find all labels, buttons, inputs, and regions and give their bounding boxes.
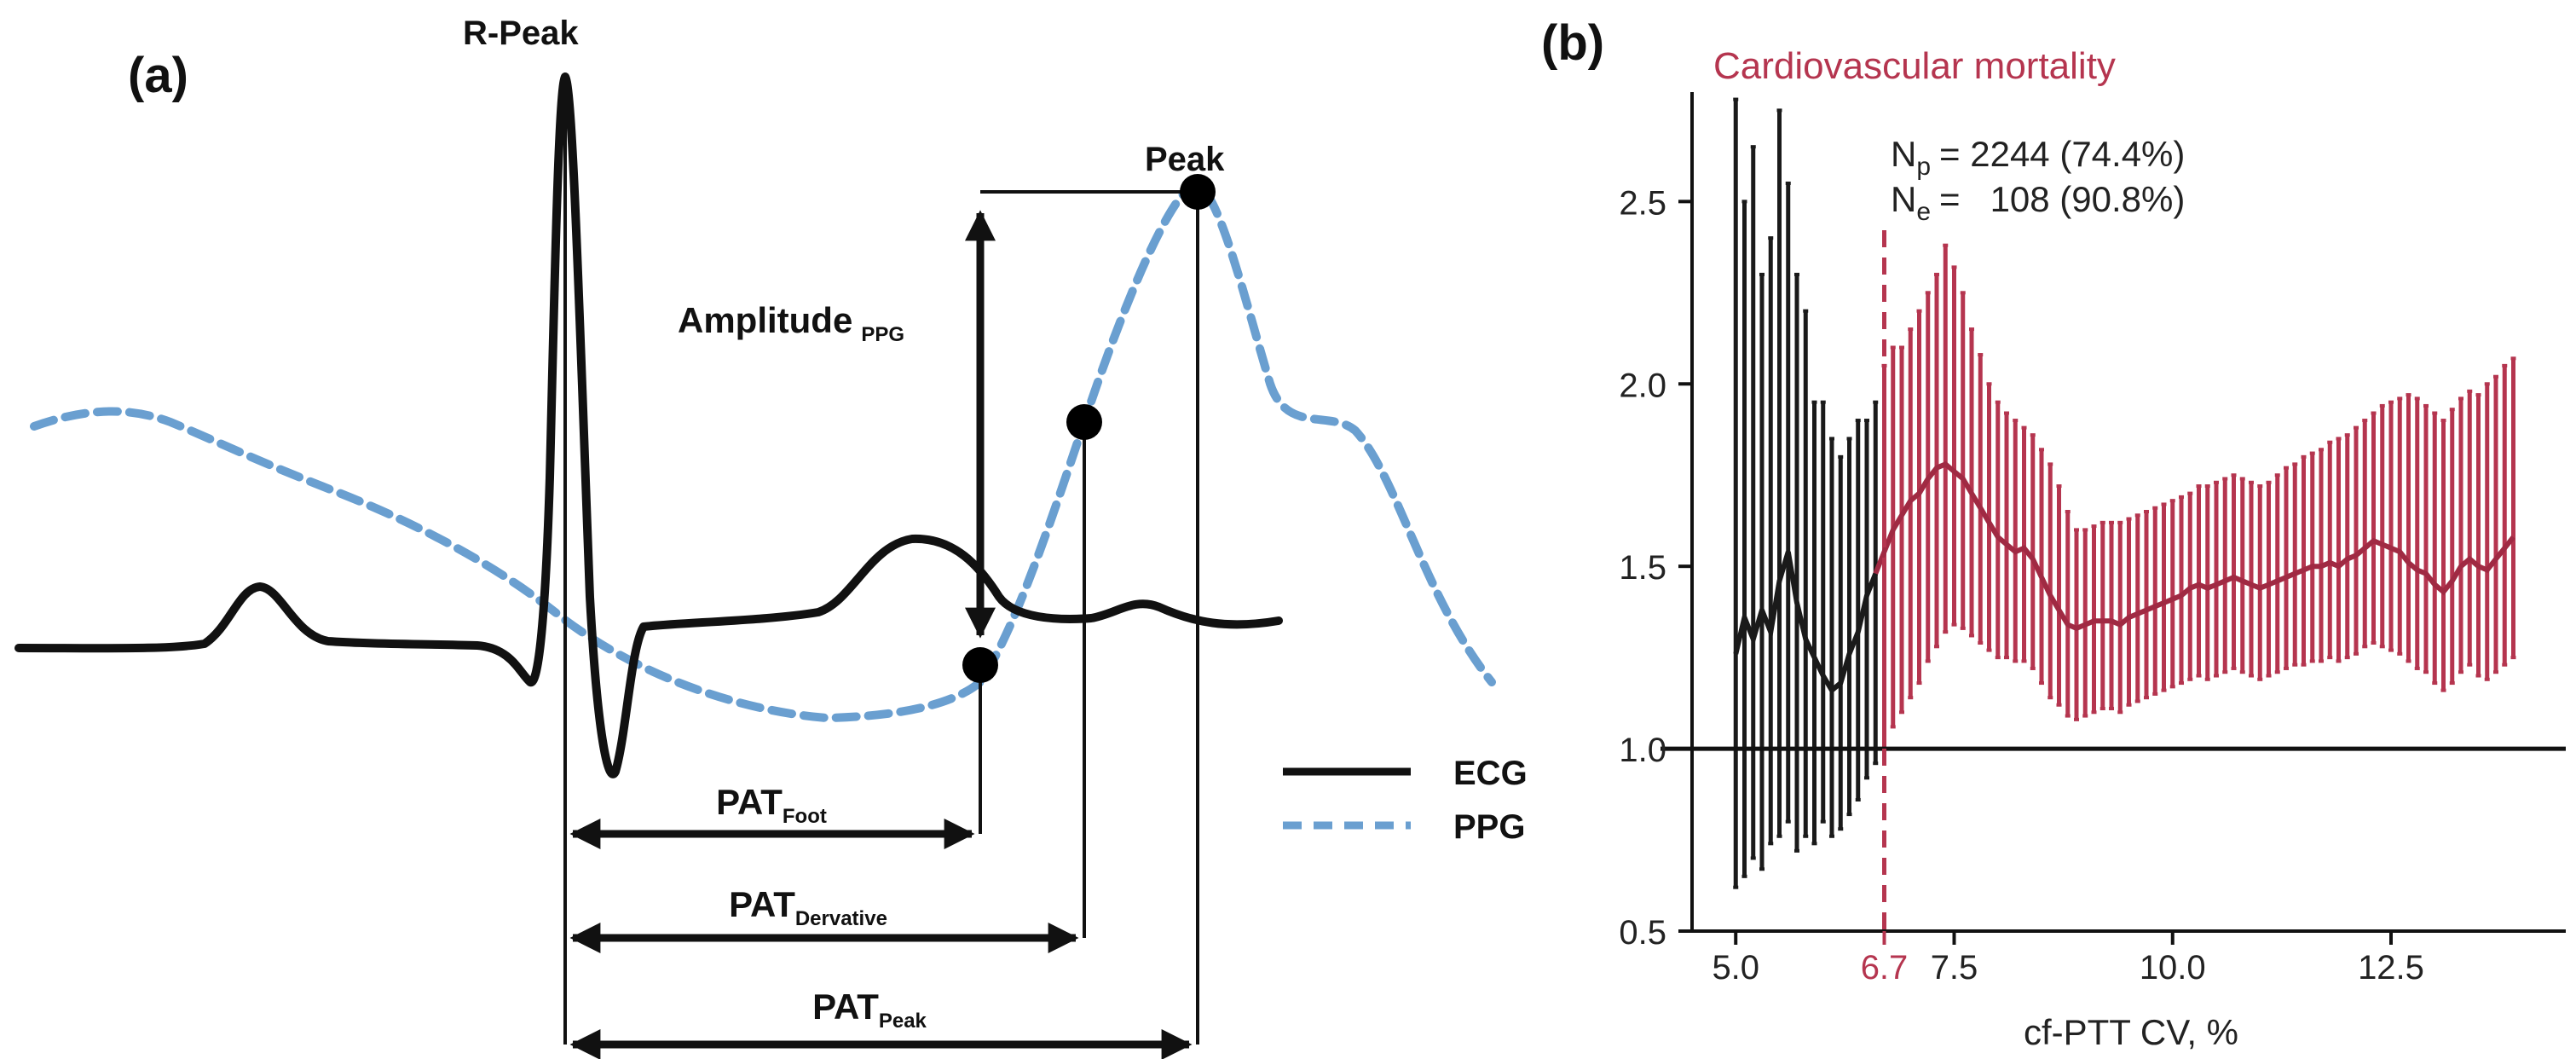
pat-derivative-label: PATDervative bbox=[729, 884, 887, 930]
amplitude-label: Amplitude PPG bbox=[678, 300, 904, 346]
threshold-tick-label: 6.7 bbox=[1861, 949, 1909, 987]
r-peak-label: R-Peak bbox=[463, 14, 579, 52]
y-ticks: 0.5 1.0 1.5 2.0 2.5 bbox=[1619, 184, 1692, 952]
x-ticks: 5.0 7.5 10.0 12.5 bbox=[1712, 931, 2424, 987]
chart-area: 0.5 1.0 1.5 2.0 2.5 5.0 7.5 10.0 12.5 6.7 cf-PT… bbox=[1619, 92, 2566, 1052]
estimate-line-below-threshold bbox=[1733, 551, 1879, 695]
annotation-ne: Ne = 108 (90.8%) bbox=[1891, 179, 2185, 226]
derivative-point bbox=[1066, 404, 1102, 440]
legend-ppg-label: PPG bbox=[1453, 808, 1525, 846]
x-tick-label: 7.5 bbox=[1931, 949, 1978, 987]
panel-b: (b) Cardiovascular mortality 0.5 1.0 1.5 2.… bbox=[1541, 15, 2566, 1052]
x-tick-label: 5.0 bbox=[1712, 949, 1759, 987]
y-tick-label: 2.0 bbox=[1619, 367, 1666, 404]
pat-foot-label: PATFoot bbox=[716, 782, 827, 828]
x-tick-label: 10.0 bbox=[2140, 949, 2206, 987]
annotation-np: Np = 2244 (74.4%) bbox=[1891, 134, 2185, 181]
panel-a-label: (a) bbox=[128, 48, 188, 103]
x-axis-label: cf-PTT CV, % bbox=[2024, 1012, 2238, 1052]
legend-ecg-label: ECG bbox=[1453, 755, 1528, 792]
y-tick-label: 2.5 bbox=[1619, 184, 1666, 222]
y-tick-label: 0.5 bbox=[1619, 914, 1666, 952]
estimate-lines bbox=[1733, 460, 2515, 695]
y-tick-label: 1.5 bbox=[1619, 549, 1666, 587]
estimate-line-above-threshold bbox=[1873, 460, 2515, 632]
legend: ECG PPG bbox=[1283, 755, 1528, 846]
y-tick-label: 1.0 bbox=[1619, 732, 1666, 769]
peak-label: Peak bbox=[1145, 141, 1225, 178]
chart-title: Cardiovascular mortality bbox=[1713, 45, 2116, 87]
ppg-waveform bbox=[30, 181, 1496, 723]
panel-a: (a) R-Peak Peak Amplitude PPG PATFoot PAT… bbox=[14, 14, 1528, 1059]
x-tick-label: 12.5 bbox=[2358, 949, 2424, 987]
foot-point bbox=[962, 647, 998, 683]
ci-bars bbox=[1733, 97, 2516, 889]
pat-peak-label: PATPeak bbox=[812, 987, 927, 1033]
panel-b-label: (b) bbox=[1541, 15, 1604, 71]
peak-point bbox=[1180, 174, 1216, 210]
